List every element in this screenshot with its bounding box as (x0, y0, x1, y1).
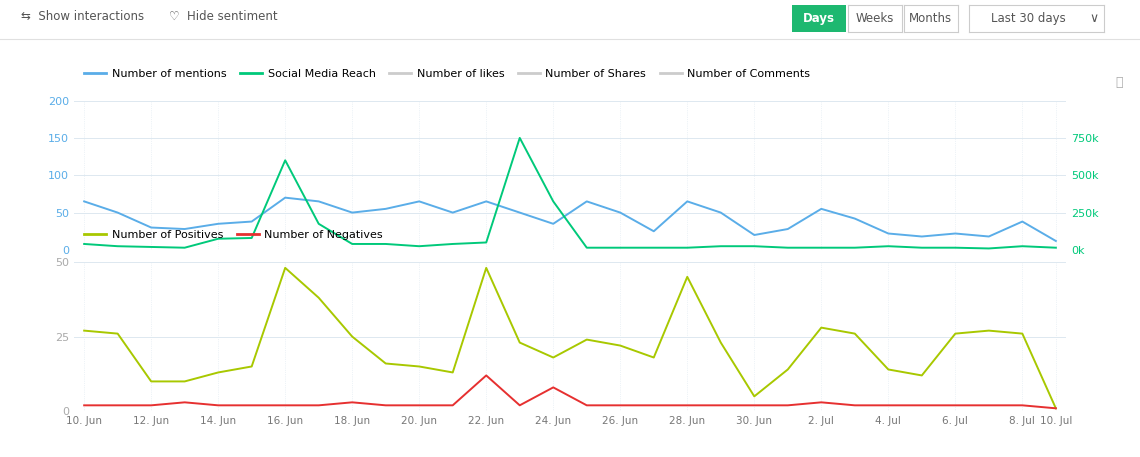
Text: ⓘ: ⓘ (1116, 76, 1123, 89)
Text: ⇆  Show interactions: ⇆ Show interactions (21, 10, 144, 22)
Text: ♡  Hide sentiment: ♡ Hide sentiment (169, 10, 277, 22)
Text: Last 30 days: Last 30 days (991, 12, 1066, 25)
Text: Months: Months (910, 12, 952, 25)
Text: ∨: ∨ (1090, 12, 1099, 25)
Text: Weeks: Weeks (856, 12, 894, 25)
Legend: Number of mentions, Social Media Reach, Number of likes, Number of Shares, Numbe: Number of mentions, Social Media Reach, … (80, 64, 815, 83)
Legend: Number of Positives, Number of Negatives: Number of Positives, Number of Negatives (80, 226, 388, 244)
Text: Days: Days (803, 12, 836, 25)
